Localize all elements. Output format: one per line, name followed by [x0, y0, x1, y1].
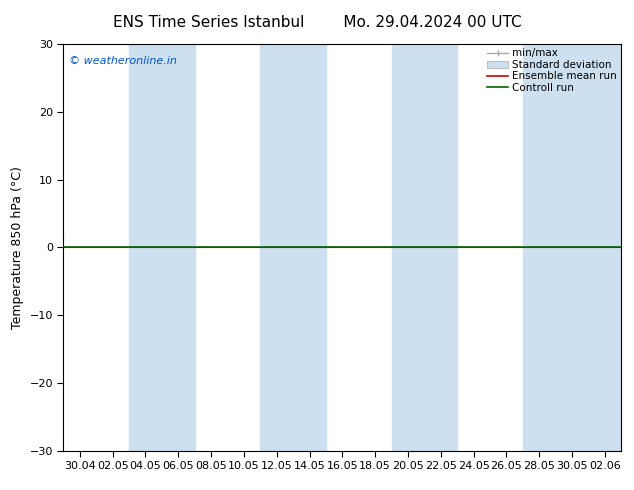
Bar	[392, 44, 457, 451]
Y-axis label: Temperature 850 hPa (°C): Temperature 850 hPa (°C)	[11, 166, 24, 329]
Bar	[523, 44, 588, 451]
Bar	[588, 44, 621, 451]
Text: © weatheronline.in: © weatheronline.in	[69, 56, 177, 66]
Text: ENS Time Series Istanbul        Mo. 29.04.2024 00 UTC: ENS Time Series Istanbul Mo. 29.04.2024 …	[113, 15, 521, 30]
Legend: min/max, Standard deviation, Ensemble mean run, Controll run: min/max, Standard deviation, Ensemble me…	[485, 46, 619, 95]
Bar	[129, 44, 195, 451]
Bar	[261, 44, 326, 451]
